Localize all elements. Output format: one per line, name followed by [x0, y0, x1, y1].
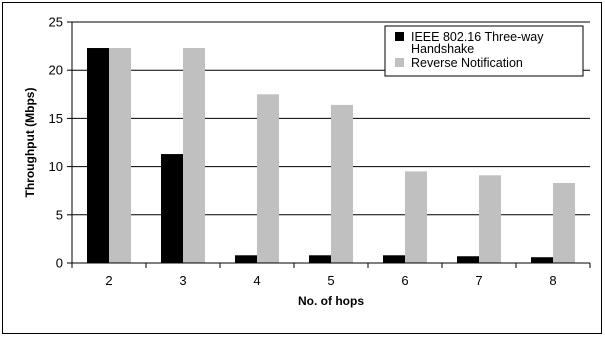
bar	[109, 48, 131, 263]
legend-swatch	[395, 32, 404, 41]
x-axis-title: No. of hops	[298, 294, 364, 308]
bar	[87, 48, 109, 263]
y-tick-label: 0	[56, 256, 63, 271]
x-tick-label: 2	[105, 273, 112, 288]
tick-labels: 0 5 10 15 20 25 2 3 4 5 6 7 8	[49, 15, 557, 289]
axes	[67, 21, 591, 268]
y-tick-label: 25	[49, 15, 63, 30]
y-tick-label: 5	[56, 207, 63, 222]
y-tick-label: 20	[49, 63, 63, 78]
bar	[161, 154, 183, 263]
bar	[235, 255, 257, 263]
bar	[257, 94, 279, 263]
legend-label: IEEE 802.16 Three-way	[411, 30, 544, 44]
bar	[383, 255, 405, 263]
bar	[553, 182, 575, 263]
x-tick-label: 4	[253, 273, 260, 288]
x-tick-label: 8	[549, 273, 556, 288]
x-tick-label: 5	[327, 273, 334, 288]
legend-label: Handshake	[411, 42, 474, 56]
legend-label: Reverse Notification	[411, 56, 523, 70]
bar	[457, 256, 479, 263]
legend-box	[384, 25, 584, 77]
x-tick-label: 7	[475, 273, 482, 288]
y-axis-title: Throughput (Mbps)	[23, 88, 37, 198]
bar	[183, 48, 205, 263]
x-tick-label: 6	[401, 273, 408, 288]
y-tick-label: 10	[49, 159, 63, 174]
bar	[331, 104, 353, 264]
bar	[405, 171, 427, 263]
y-tick-label: 15	[49, 111, 63, 126]
bar	[479, 175, 501, 263]
x-tick-label: 3	[179, 273, 186, 288]
bars	[87, 48, 575, 264]
bar	[531, 257, 553, 263]
legend-swatch	[395, 58, 404, 67]
bar	[309, 255, 331, 263]
